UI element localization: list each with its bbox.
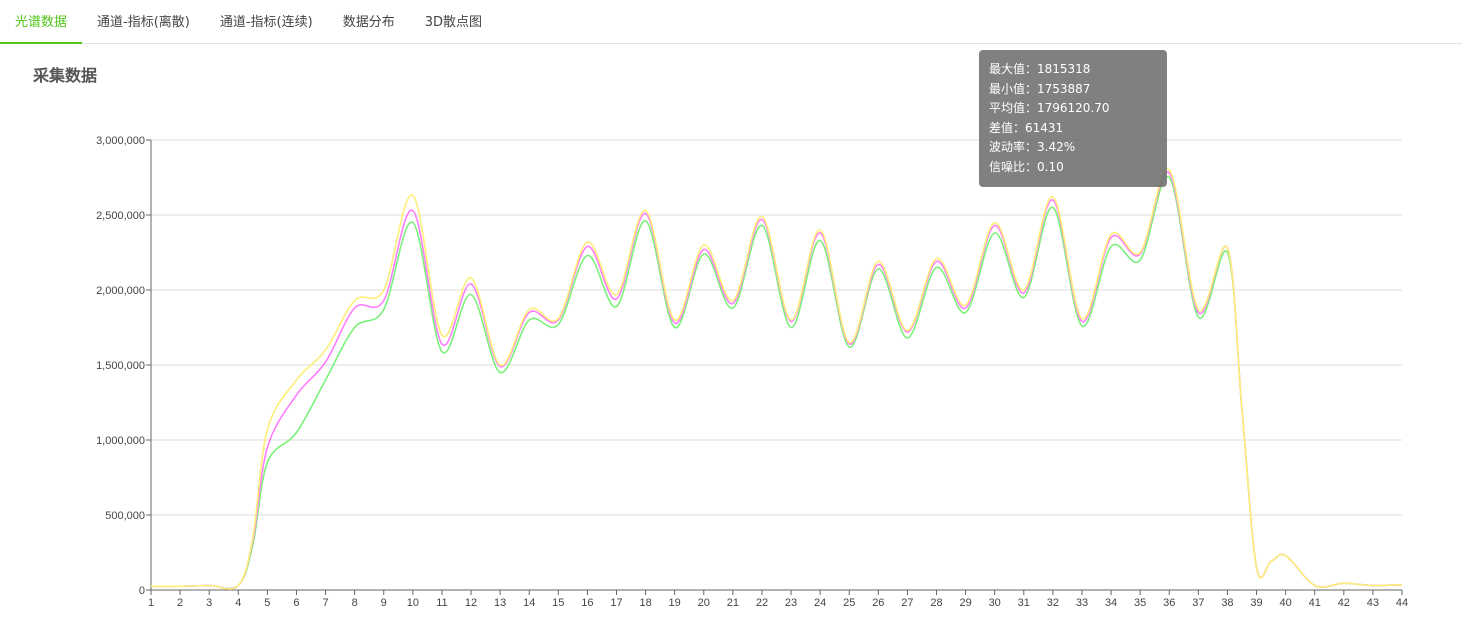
y-tick-label: 500,000: [105, 510, 145, 522]
x-tick-label: 43: [1367, 597, 1379, 609]
x-tick-label: 20: [698, 597, 710, 609]
series-line-0: [150, 176, 1403, 590]
x-tick-label: 3: [206, 597, 212, 609]
x-tick-label: 21: [727, 597, 739, 609]
x-tick-label: 1: [148, 597, 154, 609]
tab-4[interactable]: 3D散点图: [424, 15, 483, 30]
x-tick-label: 8: [352, 597, 358, 609]
series-line-1: [150, 171, 1403, 590]
x-tick-label: 13: [494, 597, 506, 609]
x-tick-label: 26: [872, 597, 884, 609]
y-tick-label: 2,500,000: [96, 210, 145, 222]
y-tick-label: 2,000,000: [96, 285, 145, 297]
tooltip-max: 最大值：1815318: [989, 62, 1091, 76]
x-tick-label: 22: [756, 597, 768, 609]
tab-2[interactable]: 通道-指标(连续): [219, 15, 313, 30]
x-tick-label: 36: [1163, 597, 1175, 609]
y-tick-label: 3,000,000: [96, 135, 145, 147]
tab-1[interactable]: 通道-指标(离散): [97, 15, 190, 30]
x-tick-label: 4: [235, 597, 241, 609]
x-tick-label: 5: [264, 597, 270, 609]
tooltip-avg: 平均值：1796120.70: [989, 101, 1110, 115]
x-tick-label: 29: [959, 597, 971, 609]
x-tick-label: 12: [465, 597, 477, 609]
x-tick-label: 23: [785, 597, 797, 609]
x-tick-label: 44: [1396, 597, 1408, 609]
y-tick-label: 1,500,000: [96, 360, 145, 372]
x-tick-label: 10: [407, 597, 419, 609]
x-tick-label: 24: [814, 597, 826, 609]
x-tick-label: 7: [322, 597, 328, 609]
x-tick-label: 41: [1309, 597, 1321, 609]
tooltip-volatility: 波动率：3.42%: [989, 140, 1076, 154]
x-tick-label: 25: [843, 597, 855, 609]
x-tick-label: 35: [1134, 597, 1146, 609]
series-line-2: [150, 168, 1403, 590]
tab-3[interactable]: 数据分布: [342, 15, 395, 30]
x-tick-label: 17: [610, 597, 622, 609]
x-tick-label: 16: [581, 597, 593, 609]
tab-0[interactable]: 光谱数据: [0, 0, 83, 44]
x-tick-label: 39: [1250, 597, 1262, 609]
x-tick-label: 40: [1280, 597, 1292, 609]
x-tick-label: 19: [669, 597, 681, 609]
tab-bar: 光谱数据 通道-指标(离散) 通道-指标(连续) 数据分布 3D散点图: [0, 0, 1462, 44]
tooltip-snr: 信噪比：0.10: [989, 159, 1064, 174]
y-tick-label: 1,000,000: [96, 435, 145, 447]
x-tick-label: 37: [1192, 597, 1204, 609]
tooltip-min: 最小值：1753887: [989, 81, 1091, 96]
x-tick-label: 6: [293, 597, 299, 609]
x-tick-label: 27: [901, 597, 913, 609]
x-tick-label: 14: [523, 597, 535, 609]
x-tick-label: 33: [1076, 597, 1088, 609]
x-tick-label: 38: [1221, 597, 1233, 609]
x-tick-label: 11: [436, 597, 447, 609]
x-tick-label: 31: [1018, 597, 1030, 609]
x-tick-label: 18: [639, 597, 651, 609]
x-tick-label: 28: [930, 597, 942, 609]
x-tick-label: 42: [1338, 597, 1350, 609]
x-tick-label: 15: [552, 597, 564, 609]
chart-tooltip: 最大值：1815318 最小值：1753887 平均值：1796120.70 差…: [979, 50, 1167, 187]
x-tick-label: 34: [1105, 597, 1117, 609]
x-tick-label: 2: [177, 597, 183, 609]
x-tick-label: 30: [989, 597, 1001, 609]
x-tick-label: 9: [381, 597, 387, 609]
y-tick-label: 0: [139, 585, 145, 597]
tooltip-diff: 差值：61431: [989, 120, 1064, 135]
x-tick-label: 32: [1047, 597, 1059, 609]
section-title: 采集数据: [33, 66, 98, 85]
